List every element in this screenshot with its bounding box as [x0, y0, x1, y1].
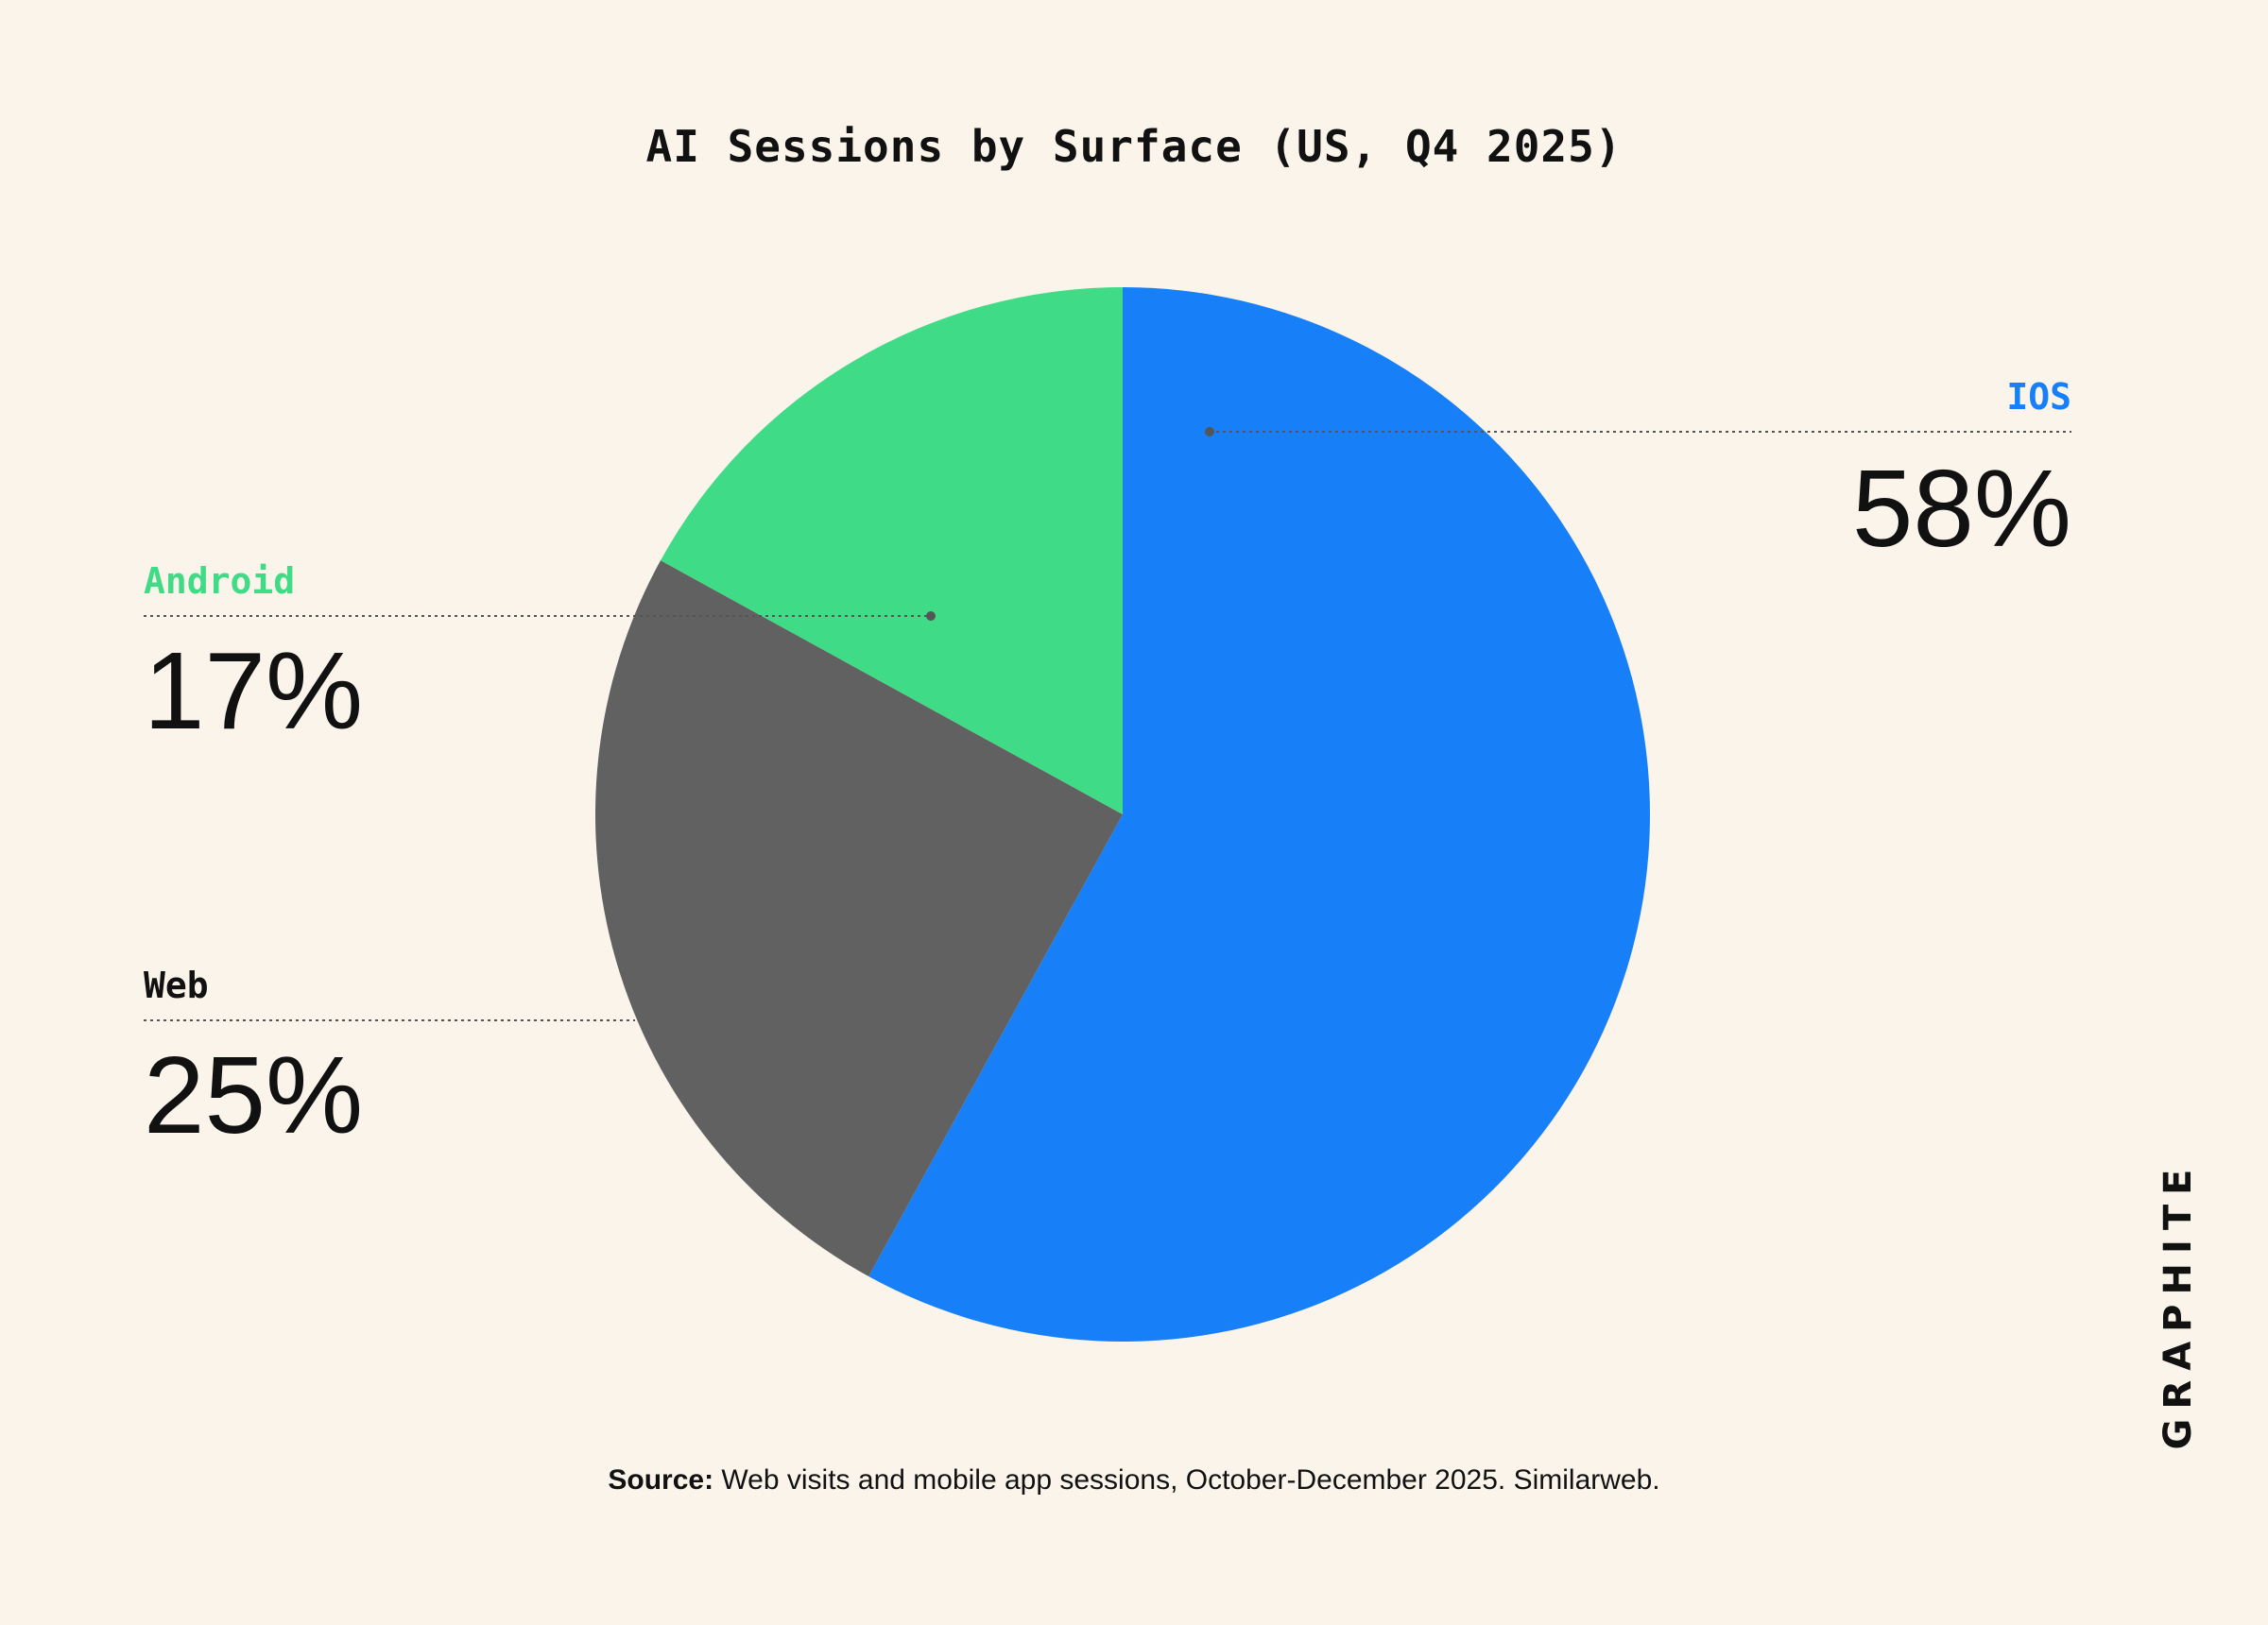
series-name-ios: IOS [2006, 376, 2071, 418]
leader-dot-ios [1205, 427, 1214, 436]
source-text: Web visits and mobile app sessions, Octo… [721, 1464, 1660, 1496]
series-value-android: 17% [144, 629, 364, 752]
chart-title: AI Sessions by Surface (US, Q4 2025) [645, 121, 1623, 172]
series-name-web: Web [144, 965, 209, 1006]
label-android: Android 17% [144, 560, 363, 747]
series-name-android: Android [144, 560, 296, 602]
pie-slice-android [661, 287, 1123, 814]
pie-slice-ios [868, 287, 1650, 1343]
source-note: Source: Web visits and mobile app sessio… [0, 1464, 2268, 1497]
pie-slice-web [594, 560, 1123, 1276]
series-value-web: 25% [144, 1034, 364, 1156]
leader-dot-android [926, 611, 936, 621]
source-label: Source: [608, 1464, 714, 1496]
label-web: Web 25% [144, 965, 363, 1152]
series-value-ios: 58% [1851, 447, 2071, 570]
label-ios: IOS 58% [1852, 376, 2071, 565]
logo-wordmark: GRAPHITE [2156, 1159, 2200, 1450]
